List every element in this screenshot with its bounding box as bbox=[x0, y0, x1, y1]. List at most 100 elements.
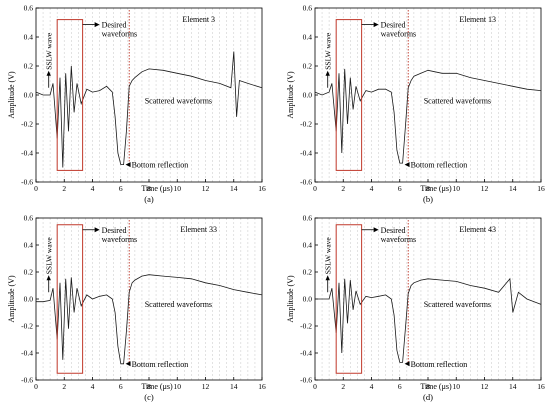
desired-arrow-head bbox=[373, 22, 379, 28]
y-tick-label: 0.2 bbox=[303, 62, 313, 71]
chart-panel-3: 0 2 4 6 8 10 12 14 16 -0.6 -0.4 -0.2 0.0 0.2 0.4 0.6 Tim… bbox=[286, 214, 545, 403]
y-axis-label: Amplitude (V) bbox=[7, 71, 16, 119]
x-tick-label: 12 bbox=[481, 184, 489, 193]
y-tick-label: -0.6 bbox=[300, 178, 312, 187]
sslw-label: SSLW wave bbox=[324, 32, 333, 70]
signal-trace bbox=[315, 277, 542, 363]
sslw-label: SSLW wave bbox=[45, 32, 54, 70]
sslw-label: SSLW wave bbox=[45, 237, 54, 275]
desired-arrow-head bbox=[94, 227, 100, 233]
x-tick-label: 14 bbox=[230, 382, 238, 391]
x-tick-label: 2 bbox=[341, 382, 345, 391]
signal-trace bbox=[35, 51, 263, 168]
y-tick-label: 0.4 bbox=[303, 241, 313, 250]
y-tick-label: -0.2 bbox=[21, 322, 33, 331]
x-tick-label: 6 bbox=[398, 184, 402, 193]
bottom-arrow-head bbox=[404, 162, 410, 168]
x-tick-label: 6 bbox=[119, 184, 123, 193]
bottom-reflection-label: Bottom reflection bbox=[411, 161, 468, 170]
x-tick-label: 0 bbox=[34, 184, 38, 193]
sslw-arrow-head bbox=[325, 275, 330, 281]
sslw-arrow-head bbox=[325, 70, 330, 76]
x-tick-label: 14 bbox=[509, 382, 517, 391]
x-tick-label: 14 bbox=[509, 184, 517, 193]
y-tick-label: 0.0 bbox=[24, 91, 34, 100]
sslw-label: SSLW wave bbox=[324, 237, 333, 275]
x-tick-label: 10 bbox=[174, 184, 182, 193]
desired-arrow-head bbox=[373, 227, 379, 233]
x-tick-label: 0 bbox=[34, 382, 38, 391]
x-tick-label: 4 bbox=[91, 382, 95, 391]
x-axis-label: Time (μs) bbox=[420, 382, 452, 391]
element-label: Element 13 bbox=[459, 15, 496, 24]
x-tick-label: 2 bbox=[341, 184, 345, 193]
scattered-label: Scattered waveforms bbox=[424, 97, 491, 106]
x-tick-label: 12 bbox=[481, 382, 489, 391]
x-axis-label: Time (μs) bbox=[141, 184, 173, 193]
x-tick-label: 12 bbox=[202, 184, 210, 193]
x-axis-label: Time (μs) bbox=[141, 382, 173, 391]
panel-label: (c) bbox=[144, 392, 154, 402]
y-tick-label: -0.4 bbox=[21, 149, 33, 158]
panel-label: (b) bbox=[423, 194, 433, 204]
y-tick-label: 0.0 bbox=[303, 295, 313, 304]
y-tick-label: 0.2 bbox=[24, 268, 34, 277]
desired-arrow-head bbox=[94, 22, 100, 28]
desired-label-line2: waveforms bbox=[102, 235, 138, 244]
panel-label: (a) bbox=[144, 194, 154, 204]
y-tick-label: 0.6 bbox=[303, 4, 313, 13]
y-tick-label: 0.4 bbox=[303, 33, 313, 42]
bottom-arrow-head bbox=[125, 162, 131, 168]
x-tick-label: 4 bbox=[370, 184, 374, 193]
chart-panel-0: 0 2 4 6 8 10 12 14 16 -0.6 -0.4 -0.2 0.0 0.2 0.4 0.6 Tim… bbox=[7, 4, 266, 205]
x-tick-label: 16 bbox=[537, 382, 545, 391]
x-tick-label: 8 bbox=[147, 184, 151, 193]
y-tick-label: 0.2 bbox=[24, 62, 34, 71]
y-tick-label: -0.4 bbox=[300, 149, 312, 158]
scattered-label: Scattered waveforms bbox=[424, 300, 491, 309]
y-tick-label: -0.4 bbox=[21, 349, 33, 358]
element-label: Element 43 bbox=[459, 225, 496, 234]
scattered-label: Scattered waveforms bbox=[145, 300, 212, 309]
x-tick-label: 16 bbox=[258, 382, 266, 391]
y-tick-label: -0.2 bbox=[21, 120, 33, 129]
y-tick-label: 0.6 bbox=[303, 214, 313, 223]
x-tick-label: 10 bbox=[174, 382, 182, 391]
x-tick-label: 2 bbox=[62, 382, 66, 391]
x-tick-label: 16 bbox=[537, 184, 545, 193]
sslw-arrow-head bbox=[46, 70, 51, 76]
bottom-reflection-label: Bottom reflection bbox=[411, 360, 468, 369]
x-tick-label: 4 bbox=[91, 184, 95, 193]
x-tick-label: 4 bbox=[370, 382, 374, 391]
x-tick-label: 0 bbox=[313, 184, 317, 193]
y-tick-label: -0.6 bbox=[21, 178, 33, 187]
y-tick-label: 0.6 bbox=[24, 4, 34, 13]
x-axis-label: Time (μs) bbox=[420, 184, 452, 193]
desired-label-line1: Desired bbox=[381, 226, 406, 235]
y-tick-label: 0.4 bbox=[24, 33, 34, 42]
x-tick-label: 8 bbox=[147, 382, 151, 391]
bottom-arrow-head bbox=[404, 361, 410, 367]
desired-waveforms-box bbox=[335, 224, 363, 374]
y-axis-label: Amplitude (V) bbox=[286, 71, 295, 119]
chart-panel-1: 0 2 4 6 8 10 12 14 16 -0.6 -0.4 -0.2 0.0 0.2 0.4 0.6 Tim… bbox=[286, 4, 545, 205]
signal-trace bbox=[36, 274, 263, 365]
x-tick-label: 12 bbox=[202, 382, 210, 391]
y-tick-label: 0.6 bbox=[24, 214, 34, 223]
desired-waveforms-box bbox=[335, 19, 363, 171]
chart-panel-2: 0 2 4 6 8 10 12 14 16 -0.6 -0.4 -0.2 0.0 0.2 0.4 0.6 Tim… bbox=[7, 214, 266, 403]
bottom-reflection-label: Bottom reflection bbox=[132, 161, 189, 170]
desired-label-line2: waveforms bbox=[102, 30, 138, 39]
x-tick-label: 6 bbox=[119, 382, 123, 391]
y-tick-label: 0.2 bbox=[303, 268, 313, 277]
signal-trace bbox=[314, 68, 542, 164]
x-tick-label: 6 bbox=[398, 382, 402, 391]
y-tick-label: 0.4 bbox=[24, 241, 34, 250]
panel-label: (d) bbox=[423, 392, 433, 402]
y-tick-label: 0.0 bbox=[303, 91, 313, 100]
x-tick-label: 14 bbox=[230, 184, 238, 193]
y-axis-label: Amplitude (V) bbox=[7, 275, 16, 323]
bottom-arrow-head bbox=[125, 361, 131, 367]
x-tick-label: 10 bbox=[453, 184, 461, 193]
